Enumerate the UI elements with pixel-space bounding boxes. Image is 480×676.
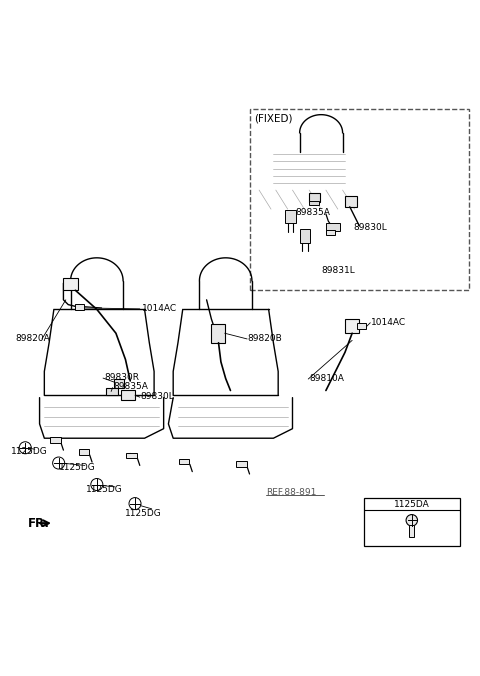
Bar (300, 229, 310, 243)
Circle shape (19, 441, 31, 454)
Bar (126, 452, 137, 458)
Text: FR.: FR. (28, 516, 49, 530)
Bar (357, 322, 365, 329)
Bar (120, 389, 135, 400)
Text: 1125DG: 1125DG (86, 485, 123, 494)
Bar (63, 279, 78, 290)
Text: 1014AC: 1014AC (142, 304, 177, 313)
Bar (79, 449, 89, 455)
Bar (326, 230, 336, 235)
Bar (409, 525, 414, 537)
Circle shape (406, 514, 418, 526)
Bar (285, 210, 296, 224)
Circle shape (53, 457, 65, 469)
Text: 89835A: 89835A (295, 208, 330, 218)
Text: 1125DA: 1125DA (394, 500, 430, 508)
Bar (364, 498, 459, 546)
Text: 89820B: 89820B (247, 335, 282, 343)
Text: 89820A: 89820A (16, 335, 50, 343)
Circle shape (129, 498, 141, 510)
Text: 1014AC: 1014AC (371, 318, 407, 327)
Bar (345, 196, 358, 207)
Bar (75, 304, 84, 310)
Text: 1125DG: 1125DG (59, 463, 96, 473)
Text: 89830R: 89830R (104, 372, 139, 382)
Bar (345, 319, 360, 333)
Text: 89830L: 89830L (141, 391, 175, 401)
Bar (50, 437, 60, 443)
Text: 89831L: 89831L (321, 266, 355, 274)
Text: 1125DG: 1125DG (124, 508, 161, 518)
Text: 1125DG: 1125DG (11, 447, 48, 456)
Text: 89810A: 89810A (309, 374, 344, 383)
Bar (236, 461, 247, 467)
Bar (211, 324, 225, 343)
Text: (FIXED): (FIXED) (254, 114, 293, 124)
Text: 89830L: 89830L (354, 223, 387, 232)
Text: 89835A: 89835A (114, 382, 148, 391)
Bar (179, 459, 190, 464)
Bar (309, 193, 320, 202)
Bar (107, 387, 118, 395)
Bar (114, 379, 124, 388)
Text: REF.88-891: REF.88-891 (266, 487, 317, 497)
Bar (250, 109, 469, 290)
Bar (326, 223, 340, 231)
Circle shape (91, 479, 103, 491)
Bar (309, 201, 319, 206)
